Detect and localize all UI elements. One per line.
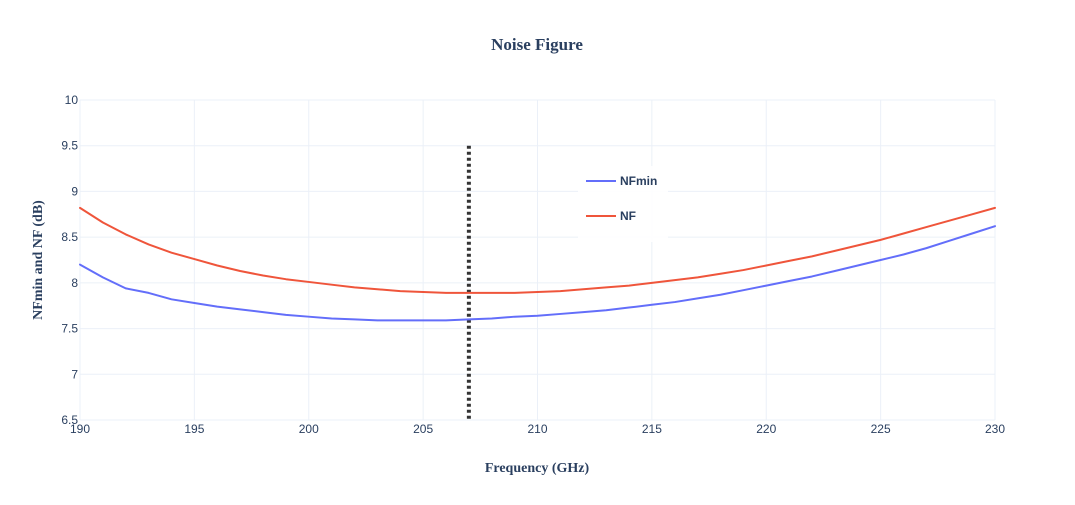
- x-tick-label: 225: [871, 422, 891, 436]
- y-axis-title: NFmin and NF (dB): [31, 200, 46, 320]
- series-layer: [79, 206, 996, 322]
- y-tick-label: 7.5: [61, 322, 78, 336]
- y-tick-label: 10: [65, 93, 79, 107]
- legend-label-nfmin: NFmin: [620, 174, 657, 188]
- x-tick-label: 220: [756, 422, 776, 436]
- grid-layer: [79, 99, 996, 421]
- y-tick-label: 7: [71, 367, 78, 381]
- y-tick-label: 8.5: [61, 230, 78, 244]
- legend-item-nfmin[interactable]: NFmin: [586, 174, 657, 188]
- chart-title: Noise Figure: [491, 35, 583, 54]
- y-tick-label: 9.5: [61, 139, 78, 153]
- legend[interactable]: NFmin NF: [578, 166, 668, 242]
- legend-label-nf: NF: [620, 209, 636, 223]
- x-tick-label: 230: [985, 422, 1005, 436]
- x-tick-label: 190: [70, 422, 90, 436]
- tick-layer: 190 195 200 205 210 215 220 225 230 6.5 7 7.5 8 8.5 9 9…: [61, 93, 1005, 436]
- y-tick-label: 8: [71, 276, 78, 290]
- x-tick-label: 215: [642, 422, 662, 436]
- x-tick-label: 195: [184, 422, 204, 436]
- x-axis-title: Frequency (GHz): [485, 461, 590, 476]
- legend-item-nf[interactable]: NF: [586, 209, 636, 223]
- x-tick-label: 200: [299, 422, 319, 436]
- y-tick-label: 6.5: [61, 413, 78, 427]
- series-line-nf: [79, 206, 996, 294]
- legend-background: [578, 166, 668, 242]
- x-tick-label: 210: [527, 422, 547, 436]
- series-line-nfmin: [79, 225, 996, 322]
- y-tick-label: 9: [71, 184, 78, 198]
- x-tick-label: 205: [413, 422, 433, 436]
